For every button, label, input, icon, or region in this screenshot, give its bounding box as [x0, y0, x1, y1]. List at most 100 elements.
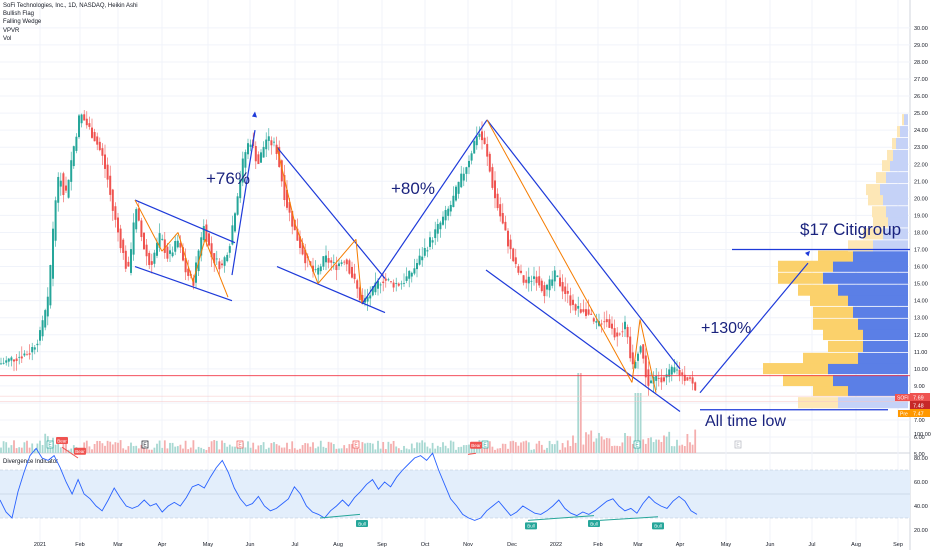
sofi-tag — [895, 394, 910, 401]
candle-body — [109, 175, 112, 195]
volume-bar — [312, 442, 314, 453]
earnings-marker — [633, 440, 641, 449]
candle-body — [452, 195, 455, 208]
price-tick-label: 21.00 — [914, 179, 928, 185]
earnings-marker — [236, 440, 244, 449]
candle-body — [522, 275, 525, 283]
legend-bullish-flag[interactable]: Bullish Flag — [3, 11, 35, 18]
volume-bar — [20, 447, 23, 453]
candle-body — [574, 304, 577, 311]
legend-falling-wedge[interactable]: Falling Wedge — [3, 19, 42, 26]
volume-bar — [317, 446, 320, 453]
volume-bar — [660, 441, 663, 453]
volume-bar — [468, 444, 470, 453]
volume-bar — [582, 444, 585, 453]
candle-body — [403, 282, 405, 284]
vp-up-bar — [888, 216, 908, 228]
earnings-letter: E — [483, 443, 487, 449]
candle-body — [400, 283, 403, 285]
candle-body — [148, 252, 151, 265]
volume-bar — [390, 443, 392, 453]
candle-body — [288, 202, 291, 213]
volume-bar — [26, 440, 28, 453]
earnings-letter: E — [736, 443, 740, 449]
trend-line — [486, 119, 681, 370]
symbol-line[interactable]: SoFi Technologies, Inc., 1D, NASDAQ, Hei… — [3, 3, 138, 9]
candle-body — [111, 189, 114, 211]
volume-bar — [348, 444, 351, 453]
volume-bar — [119, 440, 122, 453]
candle-body — [182, 247, 184, 261]
candle-body — [280, 160, 283, 182]
volume-bar — [377, 440, 379, 453]
bull-label — [356, 520, 368, 527]
volume-bar — [280, 447, 283, 453]
bear-label — [470, 441, 482, 449]
candle-body — [494, 180, 496, 199]
candle-body — [145, 244, 148, 257]
volume-bar — [499, 448, 502, 453]
volume-bar — [54, 444, 57, 453]
volume-bar — [366, 442, 369, 453]
candle-body — [39, 330, 41, 341]
legend-vpvr[interactable]: VPVR — [3, 27, 20, 34]
time-axis[interactable]: 2021 Feb Mar Apr May Jun Jul Aug Sep Oct Nov Dec 202… — [34, 542, 903, 548]
candle-body — [689, 377, 691, 379]
candle-body — [639, 346, 642, 353]
candle-body — [587, 309, 590, 315]
candle-body — [691, 377, 694, 384]
time-tick-label: Sep — [893, 542, 903, 548]
volume-bar — [109, 441, 112, 453]
candle-body — [143, 232, 145, 250]
volume-bar — [392, 440, 395, 453]
volume-bar — [343, 445, 346, 453]
volume-bar — [117, 442, 119, 453]
candle-body — [468, 160, 470, 168]
earnings-letter: E — [48, 443, 52, 449]
volume-bar — [650, 437, 652, 453]
volume-bar — [678, 445, 681, 453]
candle-body — [353, 273, 356, 280]
candle-body — [215, 258, 218, 260]
volume-bar — [252, 442, 255, 453]
vp-down-bar — [798, 397, 838, 409]
volume-bar — [161, 447, 164, 453]
candle-body — [361, 294, 364, 303]
bull-label-text: Bull — [527, 524, 535, 529]
candle-body — [488, 153, 491, 172]
candle-body — [299, 236, 301, 249]
volume-bar — [7, 447, 10, 453]
candle-body — [605, 319, 608, 323]
volume-bar — [426, 446, 429, 453]
legend-vol[interactable]: Vol — [3, 35, 12, 42]
volume-bar — [137, 448, 140, 453]
candle-body — [592, 318, 595, 322]
candle-body — [603, 321, 606, 323]
candle-body — [23, 353, 26, 356]
vp-down-bar — [868, 194, 883, 206]
candle-body — [582, 309, 585, 312]
price-tick-label: 17.00 — [914, 248, 928, 254]
sofi-price-tag-2 — [910, 401, 930, 409]
price-tick-label: 14.00 — [914, 299, 928, 305]
candle-body — [621, 331, 624, 333]
volume-bar — [608, 438, 611, 453]
candle-body — [78, 115, 80, 138]
candle-body — [535, 276, 538, 283]
annotation-target: $17 Citigroup — [800, 220, 901, 239]
candle-body — [559, 277, 561, 287]
candle-body — [335, 264, 338, 271]
candle-body — [312, 265, 314, 272]
vp-down-bar — [848, 240, 873, 252]
volume-bar — [569, 446, 572, 453]
volume-bar — [442, 442, 444, 453]
volume-bar — [538, 440, 541, 453]
candle-body — [548, 279, 551, 291]
candle-body — [46, 296, 49, 317]
trend-line — [177, 232, 194, 283]
volume-bar — [353, 444, 356, 453]
candle-body — [499, 204, 502, 217]
candle-body — [117, 217, 119, 233]
candle-body — [512, 248, 515, 262]
